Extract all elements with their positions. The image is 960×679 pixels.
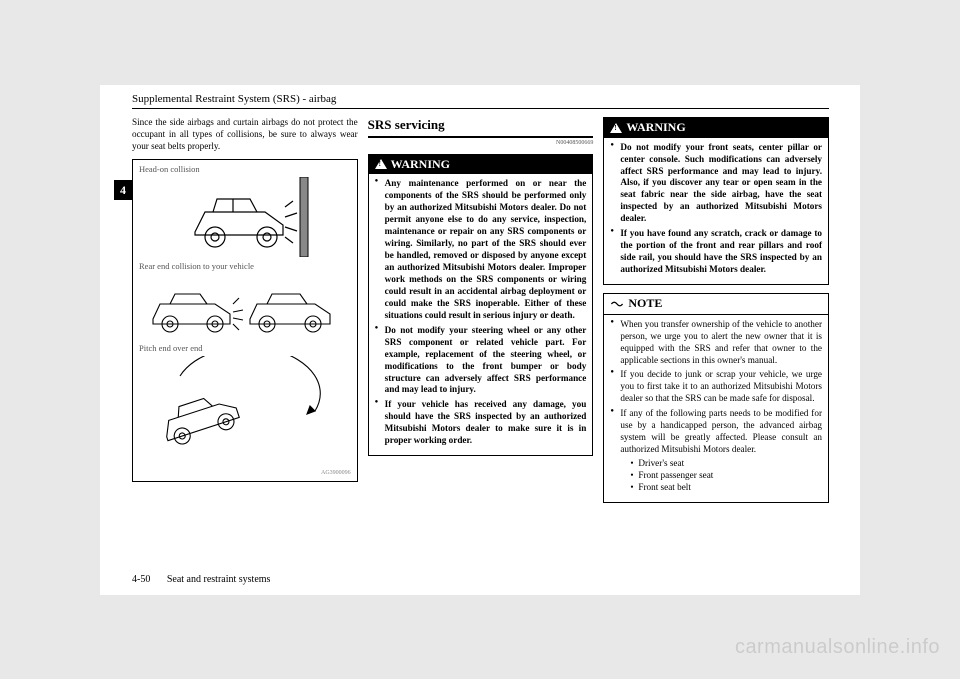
watermark: carmanualsonline.info — [735, 636, 940, 659]
section-heading: SRS servicing — [368, 117, 594, 138]
content-columns: Since the side airbags and curtain airba… — [132, 117, 829, 511]
warning-body-1: Any maintenance performed on or near the… — [369, 174, 593, 455]
illus-label-2: Rear end collision to your vehicle — [139, 261, 351, 272]
note-sub-2: Front passenger seat — [630, 470, 822, 482]
footer-section: Seat and restraint systems — [167, 574, 271, 585]
note-sub-3: Front seat belt — [630, 482, 822, 494]
note-body: When you transfer ownership of the vehic… — [604, 315, 828, 502]
header-rule — [132, 108, 829, 109]
note-item-3-text: If any of the following parts needs to b… — [620, 408, 822, 454]
warning-title-2: WARNING — [626, 120, 685, 136]
note-sub-1: Driver's seat — [630, 458, 822, 470]
warning-header-2: WARNING — [604, 118, 828, 138]
head-on-collision-icon — [165, 177, 325, 257]
note-title: NOTE — [628, 296, 662, 312]
column-2: SRS servicing N00408500669 WARNING Any m… — [368, 117, 594, 511]
warning-box-1: WARNING Any maintenance performed on or … — [368, 154, 594, 457]
pitch-end-over-end-icon — [150, 356, 340, 451]
warning-icon — [610, 123, 622, 133]
warning1-item-1: Any maintenance performed on or near the… — [375, 178, 587, 321]
intro-text: Since the side airbags and curtain airba… — [132, 117, 358, 153]
column-1: Since the side airbags and curtain airba… — [132, 117, 358, 511]
header-title: Supplemental Restraint System (SRS) - ai… — [132, 93, 336, 105]
warning-header-1: WARNING — [369, 155, 593, 175]
warning2-item-1: Do not modify your front seats, center p… — [610, 142, 822, 226]
note-item-3: If any of the following parts needs to b… — [610, 408, 822, 494]
footer: 4-50 Seat and restraint systems — [132, 574, 270, 585]
reference-code: N00408500669 — [368, 140, 594, 148]
column-3: WARNING Do not modify your front seats, … — [603, 117, 829, 511]
illustration-box: Head-on collision Rear end collision — [132, 159, 358, 482]
chapter-tab: 4 — [114, 180, 132, 200]
warning2-item-2: If you have found any scratch, crack or … — [610, 228, 822, 276]
warning-box-2: WARNING Do not modify your front seats, … — [603, 117, 829, 285]
warning-title-1: WARNING — [391, 157, 450, 173]
warning1-item-3: If your vehicle has received any damage,… — [375, 399, 587, 447]
note-header: NOTE — [604, 294, 828, 315]
page: Supplemental Restraint System (SRS) - ai… — [100, 85, 860, 595]
note-icon — [610, 299, 624, 309]
warning-body-2: Do not modify your front seats, center p… — [604, 138, 828, 284]
note-item-1: When you transfer ownership of the vehic… — [610, 319, 822, 367]
warning-icon — [375, 159, 387, 169]
warning1-item-2: Do not modify your steering wheel or any… — [375, 325, 587, 397]
note-box: NOTE When you transfer ownership of the … — [603, 293, 829, 503]
illus-label-1: Head-on collision — [139, 164, 351, 175]
illus-label-3: Pitch end over end — [139, 343, 351, 354]
note-item-2: If you decide to junk or scrap your vehi… — [610, 369, 822, 405]
rear-end-collision-icon — [145, 274, 345, 339]
page-number: 4-50 — [132, 574, 150, 585]
illus-code: AG3900096 — [321, 470, 351, 478]
